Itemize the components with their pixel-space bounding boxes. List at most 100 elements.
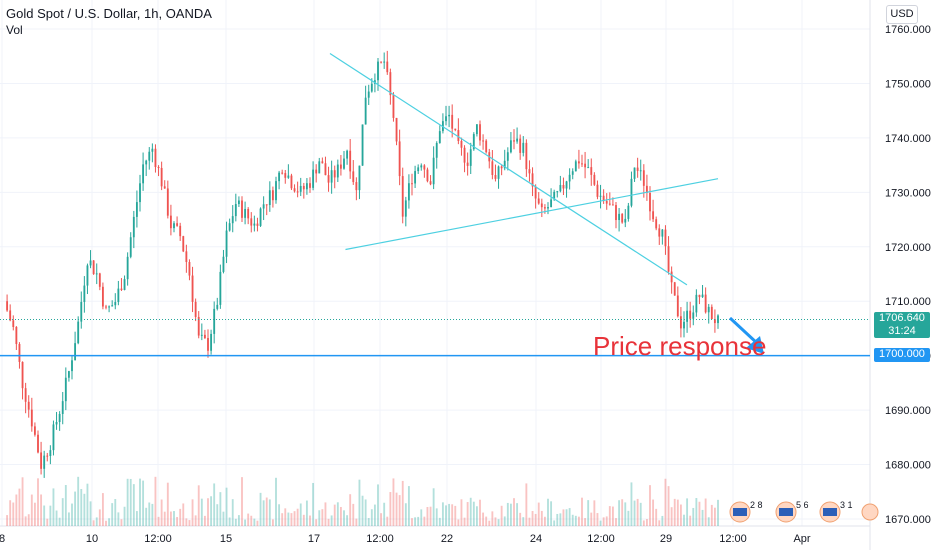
- volume-bar: [593, 500, 596, 526]
- candle-body: [485, 140, 488, 153]
- volume-bar: [429, 506, 432, 526]
- volume-bar: [46, 518, 49, 526]
- candle-body: [667, 246, 670, 272]
- volume-bar: [287, 512, 290, 526]
- volume-bar: [395, 492, 398, 526]
- candle-body: [605, 200, 608, 204]
- volume-bar: [237, 515, 240, 526]
- annotation-price-response: Price response: [593, 331, 767, 361]
- candle-body: [584, 163, 587, 168]
- candle-body: [24, 388, 27, 402]
- candle-body: [460, 140, 463, 148]
- volume-bar: [339, 506, 342, 526]
- event-badge[interactable]: 3 1: [819, 500, 853, 523]
- candle-body: [574, 161, 577, 172]
- candle-body: [343, 158, 345, 169]
- y-tick-label: 1720.000: [885, 242, 931, 254]
- volume-bar: [417, 516, 420, 526]
- volume-bar: [420, 509, 423, 526]
- candle-body: [559, 184, 562, 192]
- candle-body: [173, 223, 175, 229]
- currency-button[interactable]: USD: [886, 5, 918, 24]
- candle-body: [327, 175, 330, 183]
- candle-body: [543, 207, 546, 209]
- candle-body: [562, 184, 565, 189]
- candle-body: [627, 205, 630, 219]
- volume-bar: [163, 511, 166, 526]
- event-badge[interactable]: 5 6: [775, 500, 809, 523]
- volume-bar: [27, 514, 30, 526]
- candle-body: [71, 360, 73, 372]
- candle-body: [352, 171, 355, 183]
- candle-body: [55, 421, 58, 425]
- candle-body: [540, 203, 543, 208]
- volume-bar: [222, 511, 225, 526]
- volume-bar: [120, 519, 123, 526]
- candle-body: [191, 275, 194, 302]
- volume-bar: [491, 511, 494, 526]
- candle-body: [534, 186, 537, 199]
- volume-bar: [61, 498, 64, 526]
- volume-bar: [77, 476, 80, 526]
- event-count: 2 8: [750, 500, 763, 510]
- volume-bar: [479, 499, 481, 526]
- candle-body: [568, 174, 571, 182]
- candle-body: [200, 334, 203, 336]
- volume-bar: [389, 492, 392, 526]
- candle-body: [129, 237, 132, 257]
- volume-bar: [299, 503, 302, 526]
- candle-body: [676, 295, 679, 317]
- volume-bar: [528, 517, 531, 526]
- volume-bar: [281, 513, 284, 526]
- candle-body: [210, 333, 213, 351]
- volume-bar: [43, 505, 46, 526]
- candle-body: [169, 215, 172, 229]
- candle-body: [231, 216, 234, 224]
- volume-bar: [256, 520, 259, 526]
- x-tick-label: 29: [660, 533, 672, 545]
- volume-bar: [321, 509, 324, 526]
- volume-bar: [108, 518, 111, 526]
- candle-body: [15, 326, 18, 345]
- volume-bar: [562, 509, 565, 526]
- y-tick-label: 1690.000: [885, 405, 931, 417]
- volume-bar: [241, 477, 243, 526]
- volume-bar: [550, 501, 553, 526]
- current-price-tag: 1706.640 31:24: [874, 312, 930, 338]
- volume-bar: [676, 499, 679, 526]
- candle-body: [333, 170, 336, 178]
- candle-body: [108, 306, 111, 308]
- candle-body: [123, 279, 126, 290]
- candle-body: [154, 148, 157, 167]
- x-tick-label: 12:00: [366, 533, 394, 545]
- candle-body: [500, 166, 503, 169]
- volume-indicator-label[interactable]: Vol: [6, 23, 23, 37]
- candle-body: [608, 203, 611, 205]
- candle-body: [290, 175, 293, 189]
- candle-body: [503, 160, 506, 169]
- candle-body: [216, 304, 219, 309]
- candle-body: [472, 134, 475, 150]
- symbol-title[interactable]: Gold Spot / U.S. Dollar, 1h, OANDA: [6, 6, 212, 21]
- volume-bar: [707, 517, 710, 526]
- volume-bar: [188, 520, 191, 526]
- volume-bar: [98, 509, 101, 526]
- volume-bar: [71, 503, 73, 526]
- volume-bar: [386, 516, 389, 526]
- volume-bar: [689, 515, 692, 526]
- volume-bar: [373, 504, 376, 526]
- volume-bar: [457, 519, 460, 526]
- candle-body: [469, 149, 472, 166]
- volume-bar: [151, 503, 154, 526]
- candle-body: [642, 170, 645, 186]
- volume-bar: [602, 517, 605, 526]
- candle-body: [670, 271, 673, 283]
- volume-bar: [327, 518, 330, 526]
- candle-body: [513, 140, 515, 142]
- event-badge[interactable]: 2 8: [729, 500, 763, 523]
- volume-bar: [432, 488, 435, 526]
- candle-body: [590, 167, 593, 175]
- candle-body: [225, 230, 228, 257]
- trendline-1: [329, 52, 688, 286]
